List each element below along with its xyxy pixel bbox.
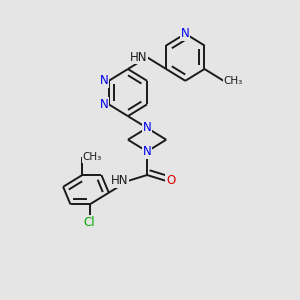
Text: HN: HN [130,51,147,64]
Text: HN: HN [110,174,128,188]
Text: N: N [143,122,152,134]
Text: Cl: Cl [84,216,95,229]
Text: N: N [100,74,109,87]
Text: N: N [181,27,190,40]
Text: CH₃: CH₃ [82,152,101,162]
Text: O: O [166,174,176,188]
Text: CH₃: CH₃ [224,76,243,86]
Text: N: N [143,145,152,158]
Text: N: N [100,98,109,111]
